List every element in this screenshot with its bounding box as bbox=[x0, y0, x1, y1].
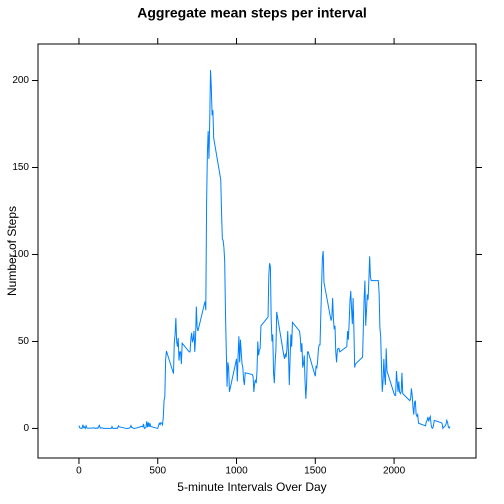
y-tick-label: 200 bbox=[12, 75, 29, 86]
x-tick-label: 1500 bbox=[304, 466, 327, 477]
y-tick-label: 0 bbox=[23, 423, 29, 434]
x-axis-label: 5-minute Intervals Over Day bbox=[177, 480, 326, 494]
x-tick-label: 500 bbox=[149, 466, 166, 477]
y-tick-label: 50 bbox=[18, 336, 30, 347]
chart-title: Aggregate mean steps per interval bbox=[137, 5, 367, 21]
x-tick-label: 0 bbox=[76, 466, 82, 477]
y-axis-label: Number of Steps bbox=[5, 206, 19, 296]
plot-frame bbox=[37, 43, 477, 459]
x-tick-label: 2000 bbox=[383, 466, 406, 477]
data-line bbox=[78, 70, 451, 430]
x-tick-label: 1000 bbox=[225, 466, 248, 477]
y-tick-label: 100 bbox=[12, 249, 29, 260]
y-tick-label: 150 bbox=[12, 162, 29, 173]
